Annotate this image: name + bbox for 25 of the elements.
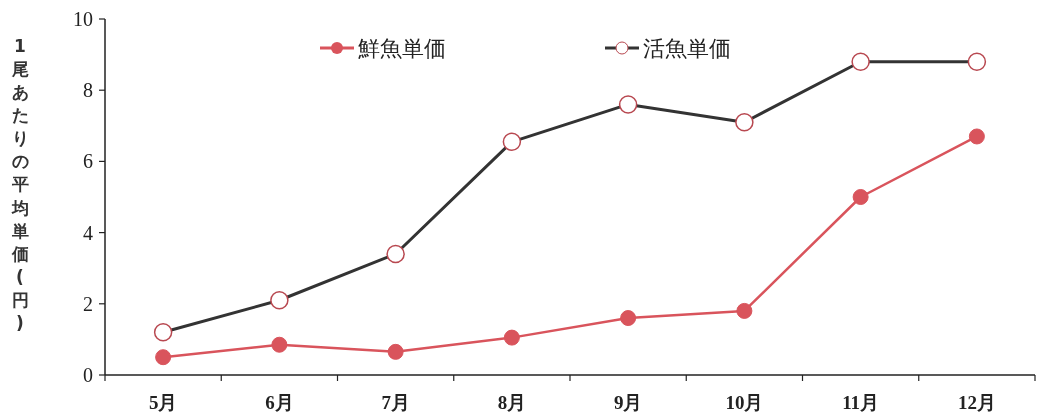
legend-label: 活魚単価	[643, 36, 731, 61]
point	[503, 329, 520, 346]
point	[968, 128, 985, 145]
y-tick-label: 0	[83, 364, 93, 386]
legend-label: 鮮魚単価	[358, 36, 446, 61]
y-tick-label: 8	[83, 79, 93, 102]
x-tick-label: 8月	[497, 392, 527, 413]
point	[620, 310, 637, 327]
point	[271, 336, 288, 353]
x-tick-label: 7月	[381, 392, 410, 413]
x-tick-label: 12月	[957, 392, 996, 413]
point	[155, 349, 172, 366]
x-tick-label: 10月	[725, 392, 764, 413]
y-tick-label: 6	[83, 150, 93, 173]
x-tick-label: 6月	[265, 392, 294, 413]
point	[852, 189, 869, 205]
y-tick-label: 2	[83, 292, 93, 315]
x-tick-label: 11月	[842, 392, 880, 413]
y-tick-label: 4	[83, 221, 93, 244]
x-tick-label: 9月	[613, 392, 643, 413]
y-tick-label: 10	[73, 8, 93, 30]
point	[387, 343, 404, 360]
text: 1尾あたりの平均単価(円)	[11, 36, 29, 333]
x-tick-label: 5月	[148, 392, 178, 413]
point	[736, 302, 753, 319]
